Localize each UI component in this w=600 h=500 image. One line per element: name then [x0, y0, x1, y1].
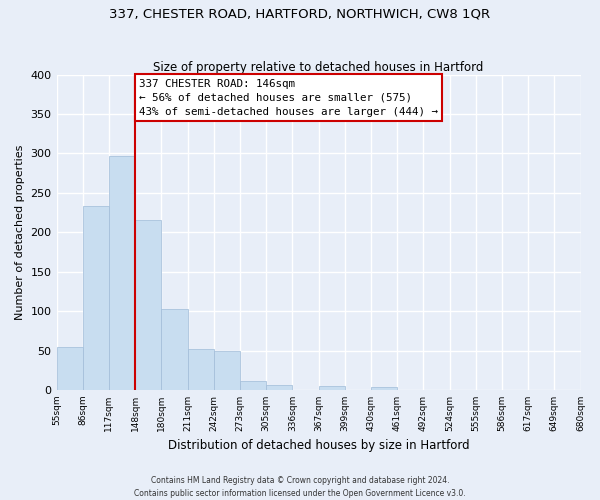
Bar — [240, 382, 266, 390]
X-axis label: Distribution of detached houses by size in Hartford: Distribution of detached houses by size … — [168, 440, 469, 452]
Bar — [319, 386, 345, 390]
Bar — [214, 352, 240, 390]
Bar — [188, 349, 214, 390]
Text: 337, CHESTER ROAD, HARTFORD, NORTHWICH, CW8 1QR: 337, CHESTER ROAD, HARTFORD, NORTHWICH, … — [109, 8, 491, 20]
Text: 337 CHESTER ROAD: 146sqm
← 56% of detached houses are smaller (575)
43% of semi-: 337 CHESTER ROAD: 146sqm ← 56% of detach… — [139, 78, 438, 116]
Bar — [83, 206, 109, 390]
Y-axis label: Number of detached properties: Number of detached properties — [15, 144, 25, 320]
Bar — [266, 385, 292, 390]
Bar — [371, 387, 397, 390]
Bar — [56, 348, 83, 390]
Title: Size of property relative to detached houses in Hartford: Size of property relative to detached ho… — [154, 60, 484, 74]
Bar — [135, 220, 161, 390]
Text: Contains HM Land Registry data © Crown copyright and database right 2024.
Contai: Contains HM Land Registry data © Crown c… — [134, 476, 466, 498]
Bar — [161, 309, 188, 390]
Bar — [109, 156, 135, 390]
